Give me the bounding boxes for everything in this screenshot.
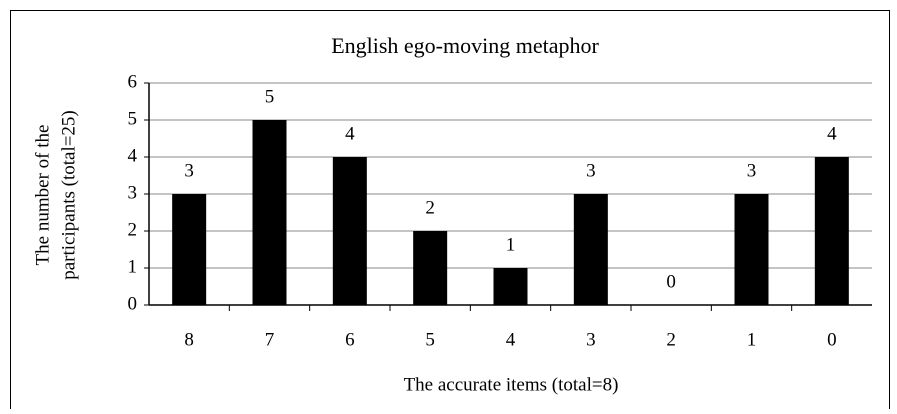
bar bbox=[573, 194, 608, 305]
y-tick-label: 4 bbox=[128, 145, 138, 166]
bar bbox=[734, 194, 769, 305]
y-tick-label: 3 bbox=[128, 182, 138, 203]
x-tick-label: 4 bbox=[506, 329, 516, 350]
data-label: 1 bbox=[506, 234, 516, 255]
x-tick-label: 2 bbox=[666, 329, 676, 350]
bar bbox=[413, 231, 448, 305]
bar bbox=[814, 157, 849, 305]
x-tick-label: 0 bbox=[827, 329, 837, 350]
x-tick-label: 3 bbox=[586, 329, 596, 350]
y-axis-title: participants (total=25) bbox=[58, 110, 79, 280]
x-tick-label: 6 bbox=[345, 329, 355, 350]
x-tick-label: 1 bbox=[747, 329, 757, 350]
chart-border bbox=[10, 10, 890, 414]
data-label: 4 bbox=[827, 123, 837, 144]
data-label: 5 bbox=[265, 86, 275, 107]
bar bbox=[332, 157, 367, 305]
chart-title: English ego-moving metaphor bbox=[331, 33, 599, 58]
data-label: 4 bbox=[345, 123, 355, 144]
x-tick-label: 7 bbox=[265, 329, 275, 350]
y-tick-label: 6 bbox=[128, 71, 138, 92]
y-tick-label: 5 bbox=[128, 108, 138, 129]
y-tick-label: 0 bbox=[128, 293, 138, 314]
data-label: 3 bbox=[747, 160, 757, 181]
data-label: 2 bbox=[425, 197, 435, 218]
y-tick-label: 1 bbox=[128, 256, 138, 277]
x-tick-label: 8 bbox=[184, 329, 194, 350]
bar bbox=[493, 268, 528, 305]
x-tick-label: 5 bbox=[425, 329, 435, 350]
bar bbox=[252, 120, 287, 305]
data-label: 3 bbox=[184, 160, 194, 181]
y-tick-label: 2 bbox=[128, 219, 138, 240]
data-label: 3 bbox=[586, 160, 596, 181]
x-axis-title: The accurate items (total=8) bbox=[404, 374, 619, 395]
y-axis-title: The number of the bbox=[32, 125, 53, 266]
bar bbox=[172, 194, 207, 305]
data-label: 0 bbox=[666, 271, 676, 292]
